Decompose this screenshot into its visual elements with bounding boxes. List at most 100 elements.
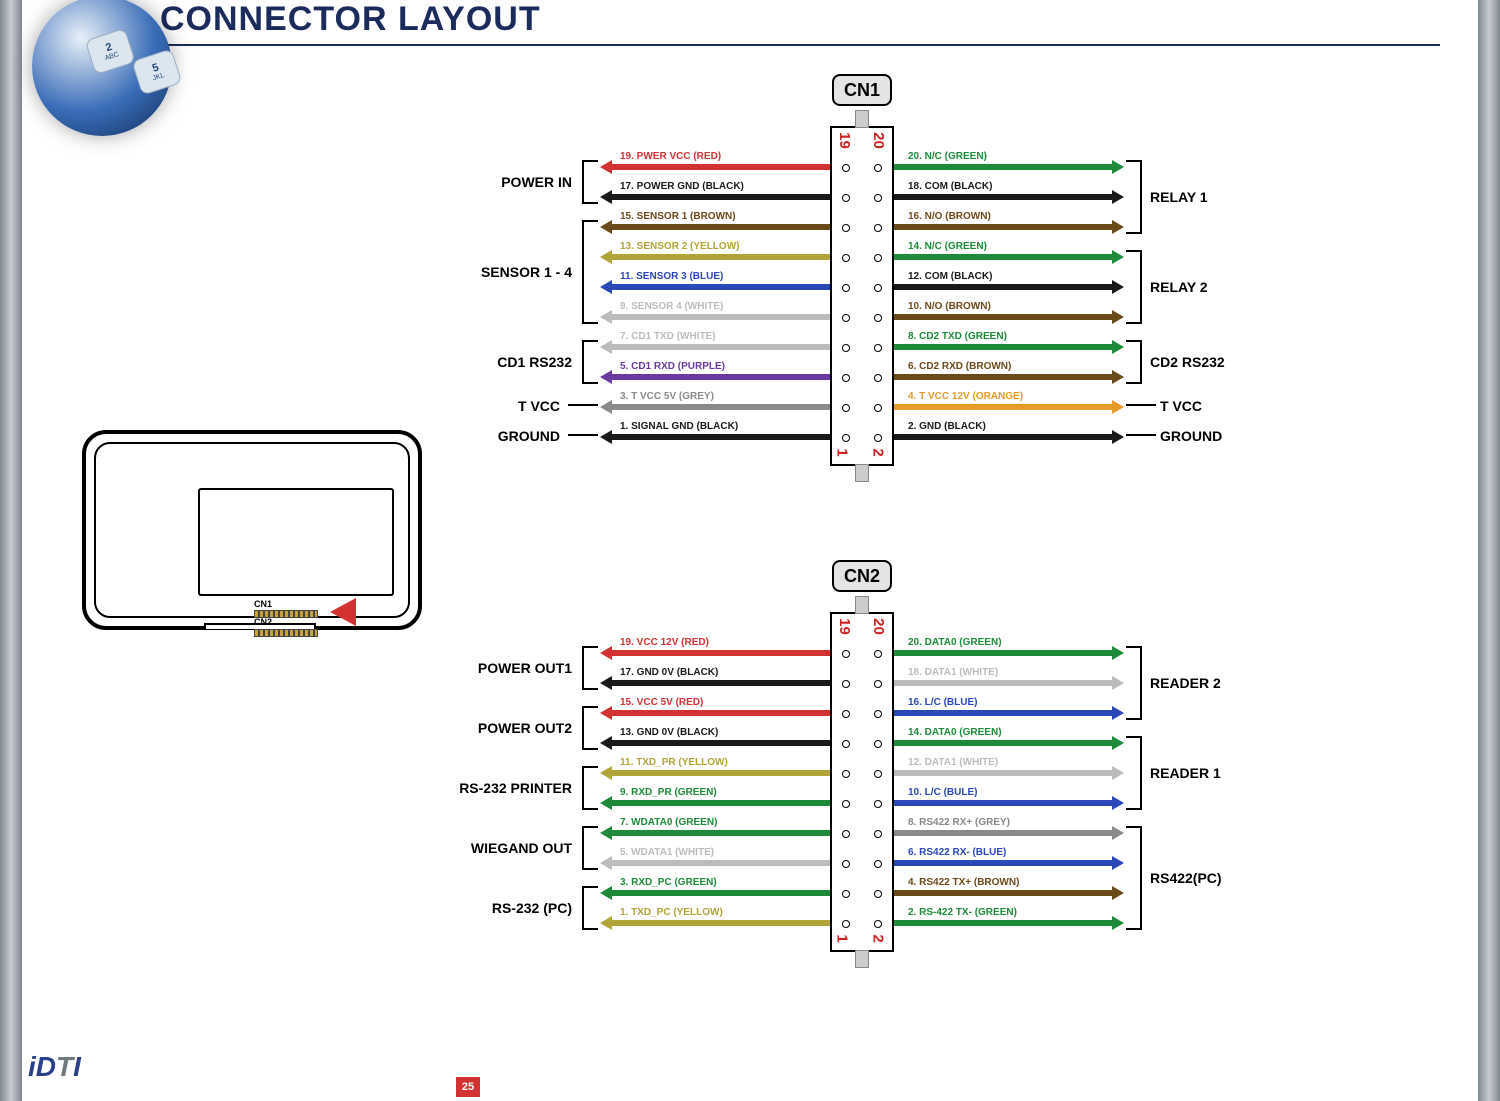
wire xyxy=(610,404,830,410)
wire xyxy=(610,194,830,200)
wire-label: 1. TXD_PC (YELLOW) xyxy=(620,907,723,918)
wire xyxy=(894,680,1114,686)
wire-label: 3. T VCC 5V (GREY) xyxy=(620,391,714,402)
connector-cn1: CN119201219. PWER VCC (RED)17. POWER GND… xyxy=(830,84,894,494)
wire-label: 14. N/C (GREEN) xyxy=(908,241,987,252)
pin-number: 1 xyxy=(834,934,851,942)
wire-label: 9. SENSOR 4 (WHITE) xyxy=(620,301,723,312)
wire-label: 19. PWER VCC (RED) xyxy=(620,151,721,162)
wire-label: 10. L/C (BULE) xyxy=(908,787,977,798)
connector-cn2: CN219201219. VCC 12V (RED)17. GND 0V (BL… xyxy=(830,570,894,980)
wire-label: 11. TXD_PR (YELLOW) xyxy=(620,757,728,768)
wire xyxy=(894,434,1114,440)
wire xyxy=(610,650,830,656)
group-label: CD1 RS232 xyxy=(422,354,572,370)
wire xyxy=(894,374,1114,380)
wire-label: 3. RXD_PC (GREEN) xyxy=(620,877,717,888)
wire-label: 8. RS422 RX+ (GREY) xyxy=(908,817,1010,828)
wire xyxy=(610,284,830,290)
group-label: RS-232 PRINTER xyxy=(422,780,572,796)
wire-label: 13. GND 0V (BLACK) xyxy=(620,727,718,738)
pointer-arrow-icon xyxy=(330,598,356,626)
wire xyxy=(894,344,1114,350)
wire-label: 14. DATA0 (GREEN) xyxy=(908,727,1002,738)
pin-number: 20 xyxy=(870,132,887,149)
wire xyxy=(610,920,830,926)
group-label: POWER IN xyxy=(422,174,572,190)
wire xyxy=(894,404,1114,410)
wire-label: 13. SENSOR 2 (YELLOW) xyxy=(620,241,739,252)
wire xyxy=(894,890,1114,896)
wire xyxy=(610,344,830,350)
wire xyxy=(894,830,1114,836)
wire xyxy=(894,164,1114,170)
wire xyxy=(610,680,830,686)
wire xyxy=(894,194,1114,200)
pin-number: 19 xyxy=(836,132,853,149)
wire-label: 1. SIGNAL GND (BLACK) xyxy=(620,421,738,432)
wire xyxy=(610,314,830,320)
wire-label: 15. VCC 5V (RED) xyxy=(620,697,703,708)
page-number: 25 xyxy=(456,1077,480,1097)
group-label: GROUND xyxy=(1160,428,1222,444)
wire-label: 4. T VCC 12V (ORANGE) xyxy=(908,391,1023,402)
wire xyxy=(610,860,830,866)
wire-label: 20. N/C (GREEN) xyxy=(908,151,987,162)
group-label: POWER OUT2 xyxy=(422,720,572,736)
group-label: GROUND xyxy=(410,428,560,444)
wire-label: 15. SENSOR 1 (BROWN) xyxy=(620,211,736,222)
wire xyxy=(894,800,1114,806)
wire-label: 16. L/C (BLUE) xyxy=(908,697,977,708)
wire xyxy=(610,890,830,896)
group-label: T VCC xyxy=(410,398,560,414)
wire xyxy=(610,710,830,716)
group-label: RELAY 1 xyxy=(1150,189,1208,205)
wire-label: 18. COM (BLACK) xyxy=(908,181,992,192)
wire-label: 9. RXD_PR (GREEN) xyxy=(620,787,717,798)
wire xyxy=(610,434,830,440)
wire xyxy=(610,224,830,230)
group-label: T VCC xyxy=(1160,398,1202,414)
wire-label: 20. DATA0 (GREEN) xyxy=(908,637,1002,648)
wire xyxy=(894,860,1114,866)
wire-label: 17. GND 0V (BLACK) xyxy=(620,667,718,678)
wire-label: 2. GND (BLACK) xyxy=(908,421,986,432)
group-label: RS422(PC) xyxy=(1150,870,1222,886)
wire-label: 11. SENSOR 3 (BLUE) xyxy=(620,271,723,282)
group-label: RELAY 2 xyxy=(1150,279,1208,295)
wire xyxy=(610,254,830,260)
wire xyxy=(610,770,830,776)
dti-logo: iDTI xyxy=(28,1051,81,1083)
pin-number: 19 xyxy=(836,618,853,635)
wire xyxy=(894,254,1114,260)
frame-left xyxy=(0,0,22,1101)
wire-label: 8. CD2 TXD (GREEN) xyxy=(908,331,1007,342)
group-label: POWER OUT1 xyxy=(422,660,572,676)
wire xyxy=(610,374,830,380)
wire xyxy=(894,650,1114,656)
wire-label: 12. COM (BLACK) xyxy=(908,271,992,282)
wire xyxy=(610,830,830,836)
wire-label: 12. DATA1 (WHITE) xyxy=(908,757,998,768)
pin-number: 20 xyxy=(870,618,887,635)
wire xyxy=(894,740,1114,746)
wire xyxy=(894,920,1114,926)
wire xyxy=(894,770,1114,776)
device-cn1-label: CN1 xyxy=(254,600,318,609)
device-outline: CN1 CN2 xyxy=(82,430,422,630)
wire-label: 4. RS422 TX+ (BROWN) xyxy=(908,877,1019,888)
wire xyxy=(894,284,1114,290)
pin-number: 2 xyxy=(870,934,887,942)
wire-label: 17. POWER GND (BLACK) xyxy=(620,181,744,192)
wire-label: 6. RS422 RX- (BLUE) xyxy=(908,847,1006,858)
wire-label: 16. N/O (BROWN) xyxy=(908,211,991,222)
connector-badge: CN2 xyxy=(832,560,892,592)
connector-badge: CN1 xyxy=(832,74,892,106)
wire-label: 7. CD1 TXD (WHITE) xyxy=(620,331,716,342)
wire-label: 5. WDATA1 (WHITE) xyxy=(620,847,714,858)
wire-label: 10. N/O (BROWN) xyxy=(908,301,991,312)
wire-label: 7. WDATA0 (GREEN) xyxy=(620,817,717,828)
wire xyxy=(610,164,830,170)
page-title: CONNECTOR LAYOUT xyxy=(160,0,541,39)
wire xyxy=(894,224,1114,230)
